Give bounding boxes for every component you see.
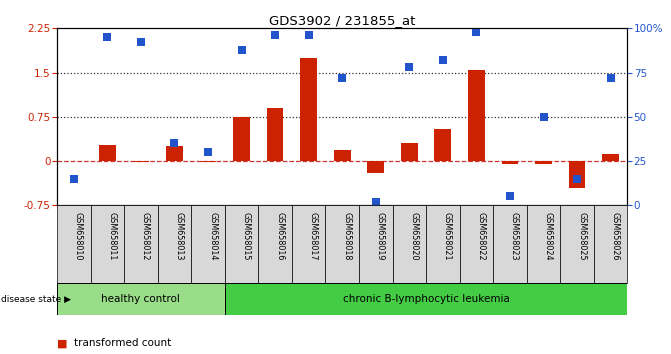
Text: GSM658026: GSM658026: [611, 212, 619, 260]
Bar: [124, 205, 158, 283]
Bar: [200, 161, 216, 162]
Point: [68, 176, 79, 182]
Bar: [393, 205, 426, 283]
Point: [303, 33, 314, 38]
Text: disease state ▶: disease state ▶: [1, 295, 70, 304]
Point: [471, 29, 482, 35]
Bar: [560, 205, 594, 283]
Point: [437, 57, 448, 63]
Bar: [603, 154, 619, 161]
Bar: [334, 150, 351, 161]
Bar: [401, 143, 417, 161]
Bar: [292, 205, 325, 283]
Point: [169, 141, 180, 146]
Text: transformed count: transformed count: [74, 338, 171, 348]
Text: GSM658011: GSM658011: [107, 212, 116, 260]
Bar: [325, 205, 359, 283]
Bar: [234, 117, 250, 161]
Bar: [225, 283, 627, 315]
Bar: [493, 205, 527, 283]
Text: GSM658015: GSM658015: [242, 212, 250, 260]
Text: GSM658010: GSM658010: [74, 212, 83, 260]
Bar: [191, 205, 225, 283]
Text: chronic B-lymphocytic leukemia: chronic B-lymphocytic leukemia: [343, 294, 509, 304]
Text: GSM658018: GSM658018: [342, 212, 351, 260]
Point: [136, 40, 146, 45]
Text: GSM658024: GSM658024: [544, 212, 552, 260]
Bar: [99, 144, 116, 161]
Point: [505, 194, 515, 199]
Text: GSM658014: GSM658014: [208, 212, 217, 260]
Bar: [166, 146, 183, 161]
Text: GSM658020: GSM658020: [409, 212, 418, 260]
Bar: [267, 108, 283, 161]
Text: GSM658022: GSM658022: [476, 212, 485, 260]
Text: GSM658019: GSM658019: [376, 212, 384, 260]
Point: [370, 199, 381, 205]
Bar: [535, 161, 552, 164]
Bar: [594, 205, 627, 283]
Bar: [359, 205, 393, 283]
Bar: [569, 161, 586, 188]
Text: GSM658013: GSM658013: [174, 212, 183, 260]
Text: GSM658016: GSM658016: [275, 212, 284, 260]
Bar: [468, 70, 484, 161]
Bar: [158, 205, 191, 283]
Bar: [57, 205, 91, 283]
Text: GSM658025: GSM658025: [577, 212, 586, 260]
Bar: [527, 205, 560, 283]
Text: healthy control: healthy control: [101, 294, 180, 304]
Bar: [502, 161, 519, 164]
Bar: [57, 283, 225, 315]
Point: [270, 33, 280, 38]
Bar: [225, 205, 258, 283]
Text: GSM658021: GSM658021: [443, 212, 452, 260]
Bar: [91, 205, 124, 283]
Text: GSM658017: GSM658017: [309, 212, 317, 260]
Bar: [435, 129, 451, 161]
Point: [572, 176, 582, 182]
Bar: [133, 161, 150, 162]
Bar: [368, 161, 384, 173]
Text: GSM658023: GSM658023: [510, 212, 519, 260]
Bar: [426, 205, 460, 283]
Title: GDS3902 / 231855_at: GDS3902 / 231855_at: [269, 14, 415, 27]
Point: [605, 75, 616, 81]
Point: [538, 114, 549, 120]
Text: GSM658012: GSM658012: [141, 212, 150, 260]
Bar: [258, 205, 292, 283]
Point: [404, 64, 415, 70]
Bar: [301, 58, 317, 161]
Point: [102, 34, 113, 40]
Point: [337, 75, 348, 81]
Bar: [460, 205, 493, 283]
Text: ■: ■: [57, 338, 68, 348]
Point: [203, 149, 213, 155]
Point: [236, 47, 247, 52]
